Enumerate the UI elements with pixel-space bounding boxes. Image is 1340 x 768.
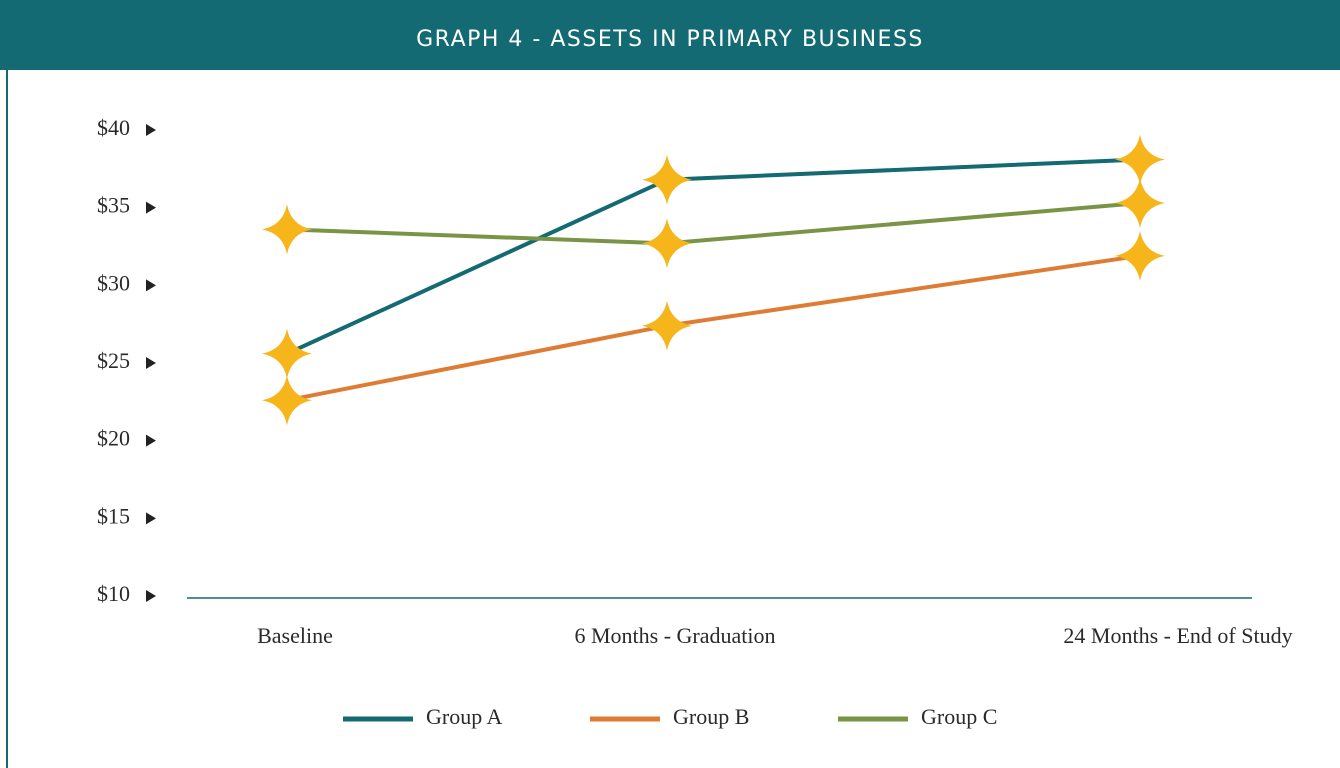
- star-marker: [262, 328, 312, 379]
- star-marker: [642, 154, 692, 205]
- star-marker: [642, 218, 692, 269]
- star-marker: [262, 375, 312, 426]
- y-tick-mark: [146, 357, 156, 369]
- legend-label: Group C: [921, 704, 997, 729]
- y-tick-mark: [146, 512, 156, 525]
- y-tick-label: $15: [97, 503, 130, 528]
- y-tick-mark: [146, 201, 156, 214]
- legend-label: Group B: [673, 704, 749, 729]
- y-tick-mark: [146, 434, 156, 447]
- x-tick-label: Baseline: [257, 623, 333, 648]
- star-marker: [642, 300, 692, 351]
- x-tick-label: 6 Months - Graduation: [574, 623, 775, 648]
- y-tick-label: $25: [97, 348, 130, 373]
- y-tick-label: $35: [97, 193, 130, 218]
- y-tick-label: $30: [97, 270, 130, 295]
- series-line: [286, 201, 1141, 246]
- y-tick-label: $10: [97, 581, 130, 606]
- star-marker: [1115, 178, 1165, 229]
- star-marker: [1115, 230, 1165, 281]
- y-tick-mark: [146, 279, 156, 292]
- legend-label: Group A: [426, 704, 503, 729]
- y-tick-label: $40: [97, 115, 130, 140]
- y-tick-mark: [146, 124, 156, 136]
- star-marker: [262, 204, 312, 255]
- series-line: [286, 253, 1141, 403]
- y-tick-mark: [146, 590, 156, 602]
- series-line: [286, 157, 1141, 356]
- y-tick-label: $20: [97, 426, 130, 451]
- star-marker: [1115, 134, 1165, 185]
- x-tick-label: 24 Months - End of Study: [1063, 623, 1292, 648]
- header-bar: [0, 0, 1340, 70]
- chart-title: GRAPH 4 - ASSETS IN PRIMARY BUSINESS: [416, 27, 924, 52]
